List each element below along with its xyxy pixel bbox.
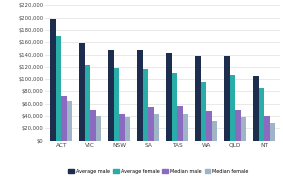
Bar [172, 73, 177, 141]
Bar [90, 110, 96, 141]
Bar [114, 68, 119, 141]
Bar [206, 111, 212, 141]
Bar [183, 114, 188, 141]
Bar [264, 116, 270, 141]
Bar [50, 19, 56, 141]
Bar [79, 43, 85, 141]
Bar [85, 65, 90, 141]
Bar [154, 114, 159, 141]
Bar [125, 117, 130, 141]
Bar [270, 123, 275, 141]
Bar [241, 117, 246, 141]
Bar [195, 56, 201, 141]
Bar [108, 50, 114, 141]
Bar [224, 56, 230, 141]
Bar [137, 50, 143, 141]
Bar [212, 121, 217, 141]
Bar [230, 75, 235, 141]
Bar [177, 106, 183, 141]
Bar [61, 96, 67, 141]
Bar [235, 110, 241, 141]
Legend: Average male, Average female, Median male, Median female: Average male, Average female, Median mal… [66, 167, 251, 176]
Bar [143, 69, 148, 141]
Bar [119, 114, 125, 141]
Bar [56, 36, 61, 141]
Bar [201, 82, 206, 141]
Bar [253, 76, 259, 141]
Bar [96, 116, 101, 141]
Bar [148, 107, 154, 141]
Bar [67, 101, 72, 141]
Bar [259, 88, 264, 141]
Bar [166, 53, 172, 141]
